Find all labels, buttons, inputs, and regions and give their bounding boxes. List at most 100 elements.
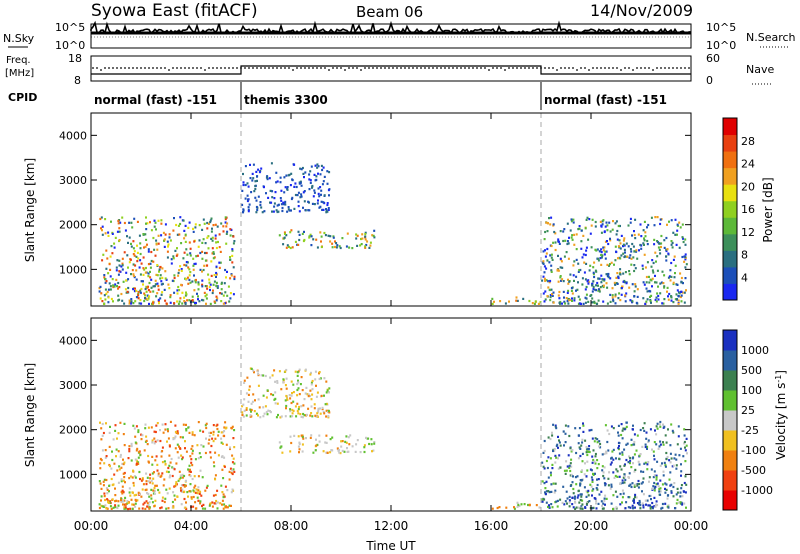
data-cell	[148, 302, 150, 305]
data-cell	[147, 504, 150, 507]
data-cell	[220, 288, 223, 291]
nave-dot	[392, 67, 394, 69]
data-cell	[144, 423, 147, 426]
data-cell	[217, 240, 219, 244]
data-cell	[189, 281, 192, 284]
data-cell	[318, 440, 321, 443]
data-cell	[134, 435, 137, 438]
nave-dot	[340, 67, 342, 69]
data-cell	[104, 498, 107, 502]
data-cell	[116, 506, 119, 510]
data-cell	[655, 433, 658, 436]
data-cell	[645, 287, 648, 290]
data-cell	[662, 423, 664, 426]
data-cell	[667, 504, 670, 507]
data-cell	[317, 192, 320, 195]
data-cell	[591, 290, 594, 293]
data-cell	[648, 289, 651, 293]
data-cell	[279, 416, 282, 419]
nsky-tick-top-left: 10^5	[55, 21, 85, 34]
data-cell	[136, 251, 139, 254]
data-cell	[312, 451, 315, 454]
data-cell	[658, 490, 661, 493]
data-cell	[627, 476, 630, 479]
data-cell	[646, 226, 648, 229]
data-cell	[300, 376, 303, 379]
data-cell	[665, 488, 668, 491]
data-cell	[556, 505, 559, 508]
data-cell	[653, 474, 656, 477]
data-cell	[359, 451, 362, 454]
data-cell	[319, 407, 321, 410]
data-cell	[639, 428, 642, 432]
data-cell	[584, 506, 587, 509]
y-tick-label: 3000	[59, 174, 87, 187]
data-cell	[223, 495, 226, 498]
data-cell	[623, 481, 626, 484]
nave-dot	[224, 67, 226, 69]
data-cell	[665, 236, 668, 240]
data-cell	[146, 243, 148, 246]
data-cell	[646, 499, 649, 502]
data-cell	[178, 445, 180, 448]
data-cell	[123, 507, 126, 510]
data-cell	[270, 393, 273, 396]
data-cell	[677, 299, 680, 302]
data-cell	[491, 297, 494, 300]
data-cell	[600, 253, 603, 257]
data-cell	[600, 251, 603, 254]
data-cell	[325, 451, 328, 454]
data-cell	[233, 275, 236, 278]
data-cell	[642, 506, 645, 509]
data-cell	[675, 458, 678, 461]
data-cell	[138, 450, 141, 454]
data-cell	[660, 234, 663, 238]
data-cell	[142, 256, 145, 259]
data-cell	[145, 285, 148, 288]
data-cell	[153, 225, 156, 228]
colorbar-swatch	[723, 330, 737, 351]
data-cell	[584, 301, 587, 304]
data-cell	[145, 500, 148, 503]
data-cell	[320, 240, 322, 243]
data-cell	[555, 500, 558, 503]
data-cell	[139, 299, 142, 302]
nave-dot	[300, 67, 302, 69]
data-cell	[229, 297, 232, 300]
data-cell	[642, 477, 645, 480]
data-cell	[571, 496, 574, 499]
data-cell	[551, 258, 554, 261]
data-cell	[224, 302, 227, 305]
data-cell	[677, 302, 680, 305]
data-cell	[643, 239, 646, 242]
cpid-segment-label: normal (fast) -151	[544, 93, 667, 107]
data-cell	[151, 439, 154, 442]
data-cell	[610, 457, 612, 460]
data-cell	[681, 503, 684, 506]
data-cell	[608, 471, 611, 474]
data-cell	[571, 481, 574, 484]
data-cell	[593, 440, 596, 443]
data-cell	[576, 475, 579, 478]
data-cell	[685, 483, 688, 486]
data-cell	[163, 460, 166, 463]
data-cell	[183, 237, 186, 240]
data-cell	[142, 273, 145, 276]
data-cell	[303, 238, 306, 242]
data-cell	[599, 257, 602, 260]
data-cell	[633, 440, 636, 444]
data-cell	[620, 234, 623, 237]
data-cell	[134, 264, 137, 267]
data-cell	[205, 422, 208, 425]
data-cell	[221, 431, 224, 434]
data-cell	[572, 218, 575, 221]
data-cell	[597, 257, 600, 260]
data-cell	[505, 506, 508, 509]
data-cell	[117, 219, 120, 222]
data-cell	[212, 433, 215, 436]
data-cell	[340, 445, 343, 448]
data-cell	[100, 438, 103, 441]
data-cell	[319, 173, 322, 176]
data-cell	[569, 474, 572, 477]
